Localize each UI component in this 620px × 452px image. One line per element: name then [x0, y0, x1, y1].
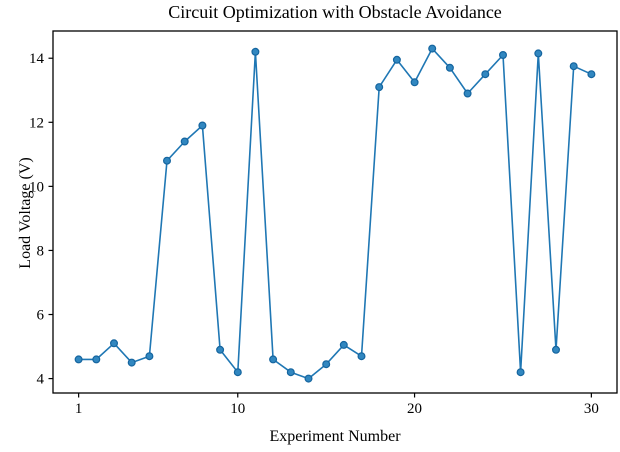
data-point [499, 50, 508, 59]
data-points [74, 44, 596, 383]
data-point [339, 340, 348, 349]
data-point [428, 44, 437, 53]
y-axis-label: Load Voltage (V) [17, 157, 34, 269]
data-point [516, 368, 525, 377]
data-point [127, 358, 136, 367]
y-tick-label: 8 [37, 243, 45, 259]
data-point [534, 49, 543, 58]
data-point [551, 345, 560, 354]
y-tick-label: 10 [29, 179, 44, 195]
data-point [145, 352, 154, 361]
y-tick-label: 4 [37, 372, 45, 388]
data-point [569, 62, 578, 71]
data-point [304, 374, 313, 383]
x-tick-label: 20 [407, 401, 422, 417]
x-tick-label: 30 [584, 401, 599, 417]
data-point [481, 70, 490, 79]
x-axis: 1 10 20 30 [75, 393, 599, 417]
x-tick-label: 10 [230, 401, 245, 417]
y-tick-label: 12 [29, 115, 44, 131]
data-point [392, 55, 401, 64]
data-point [463, 89, 472, 98]
data-point [180, 137, 189, 146]
data-point [410, 78, 419, 87]
data-point [445, 63, 454, 72]
data-point [109, 339, 118, 348]
data-point [216, 345, 225, 354]
data-point [269, 355, 278, 364]
chart-title: Circuit Optimization with Obstacle Avoid… [168, 2, 502, 22]
data-line [78, 47, 592, 380]
data-point [251, 47, 260, 56]
data-point [92, 355, 101, 364]
data-point [375, 83, 384, 92]
data-point [233, 368, 242, 377]
x-axis-label: Experiment Number [269, 428, 401, 445]
data-point [357, 352, 366, 361]
data-point [587, 70, 596, 79]
y-axis: 4 6 8 10 12 14 [29, 51, 53, 388]
data-point [322, 360, 331, 369]
data-point [198, 121, 207, 130]
plot-area [52, 30, 618, 394]
data-point [163, 156, 172, 165]
data-point [286, 368, 295, 377]
y-tick-label: 14 [29, 51, 45, 67]
x-tick-label: 1 [75, 401, 83, 417]
y-tick-label: 6 [37, 308, 45, 324]
data-point [74, 355, 83, 364]
